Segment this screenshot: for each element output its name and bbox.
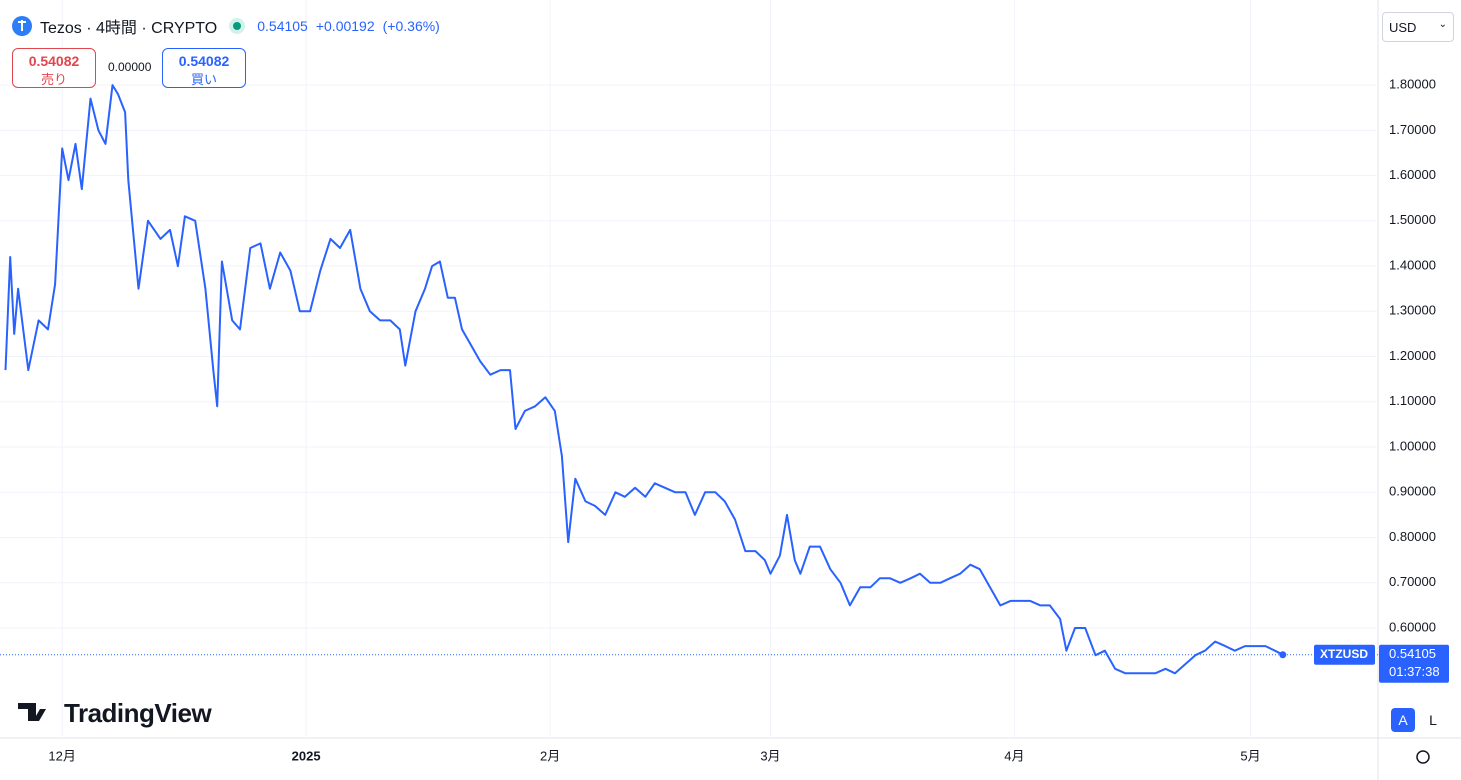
brand-logo [18,703,46,721]
last-price-tag [1379,644,1449,683]
buy-button[interactable]: 0.54082 買い [162,48,246,88]
sell-label: 売り [40,72,67,87]
price-line [4,84,1284,675]
symbol-title: Tezos · 4時間 · CRYPTO [40,20,218,37]
y-tick-label: 0.60000 [1389,619,1436,634]
y-tick-label: 1.80000 [1389,77,1436,92]
symbol-header: Tezos · 4時間 · CRYPTO 0.54105 +0.00192 (+… [12,14,440,38]
y-tick-label: 0.90000 [1389,484,1436,499]
currency: USD [1389,20,1417,35]
countdown-label: 01:37:38 [1389,664,1440,679]
auto-scale-button[interactable]: A [1391,708,1415,732]
symbol-icon [12,16,32,36]
buy-price: 0.54082 [178,53,230,69]
x-tick-label: 5月 [1240,748,1260,763]
buy-label: 買い [190,72,217,87]
x-tick-label: 12月 [48,748,75,763]
header-change: +0.00192 [315,18,375,34]
currency-select[interactable]: USD ⌄ [1382,12,1454,42]
y-tick-label: 1.50000 [1389,212,1436,227]
x-tick-label: 2月 [540,748,560,763]
spread: 0.00000 [108,60,152,74]
x-tick-label: 3月 [760,748,780,763]
y-tick-label: 0.80000 [1389,529,1436,544]
y-tick-label: 1.60000 [1389,167,1436,182]
header-price: 0.54105 [257,18,308,34]
y-tick-label: 1.00000 [1389,438,1436,453]
symbol-tag-label: XTZUSD [1320,647,1368,661]
y-tick-label: 1.10000 [1389,393,1436,408]
sell-button[interactable]: 0.54082 売り [12,48,96,88]
x-tick-label: 2025 [292,748,321,763]
last-point [1279,651,1287,659]
sell-price: 0.54082 [28,53,80,69]
log-scale-button[interactable]: L [1429,712,1437,728]
x-tick-label: 4月 [1004,748,1024,763]
header-change-pct: (+0.36%) [382,18,440,34]
last-price-label: 0.54105 [1389,646,1436,661]
y-tick-label: 1.30000 [1389,303,1436,318]
symbol-tag [1314,644,1375,665]
y-tick-label: 0.70000 [1389,574,1436,589]
status-dot [229,18,246,34]
y-tick-label: 1.70000 [1389,122,1436,137]
brand: TradingView [64,698,212,728]
y-tick-label: 1.20000 [1389,348,1436,363]
y-tick-label: 1.40000 [1389,257,1436,272]
settings-icon[interactable] [1416,750,1430,764]
